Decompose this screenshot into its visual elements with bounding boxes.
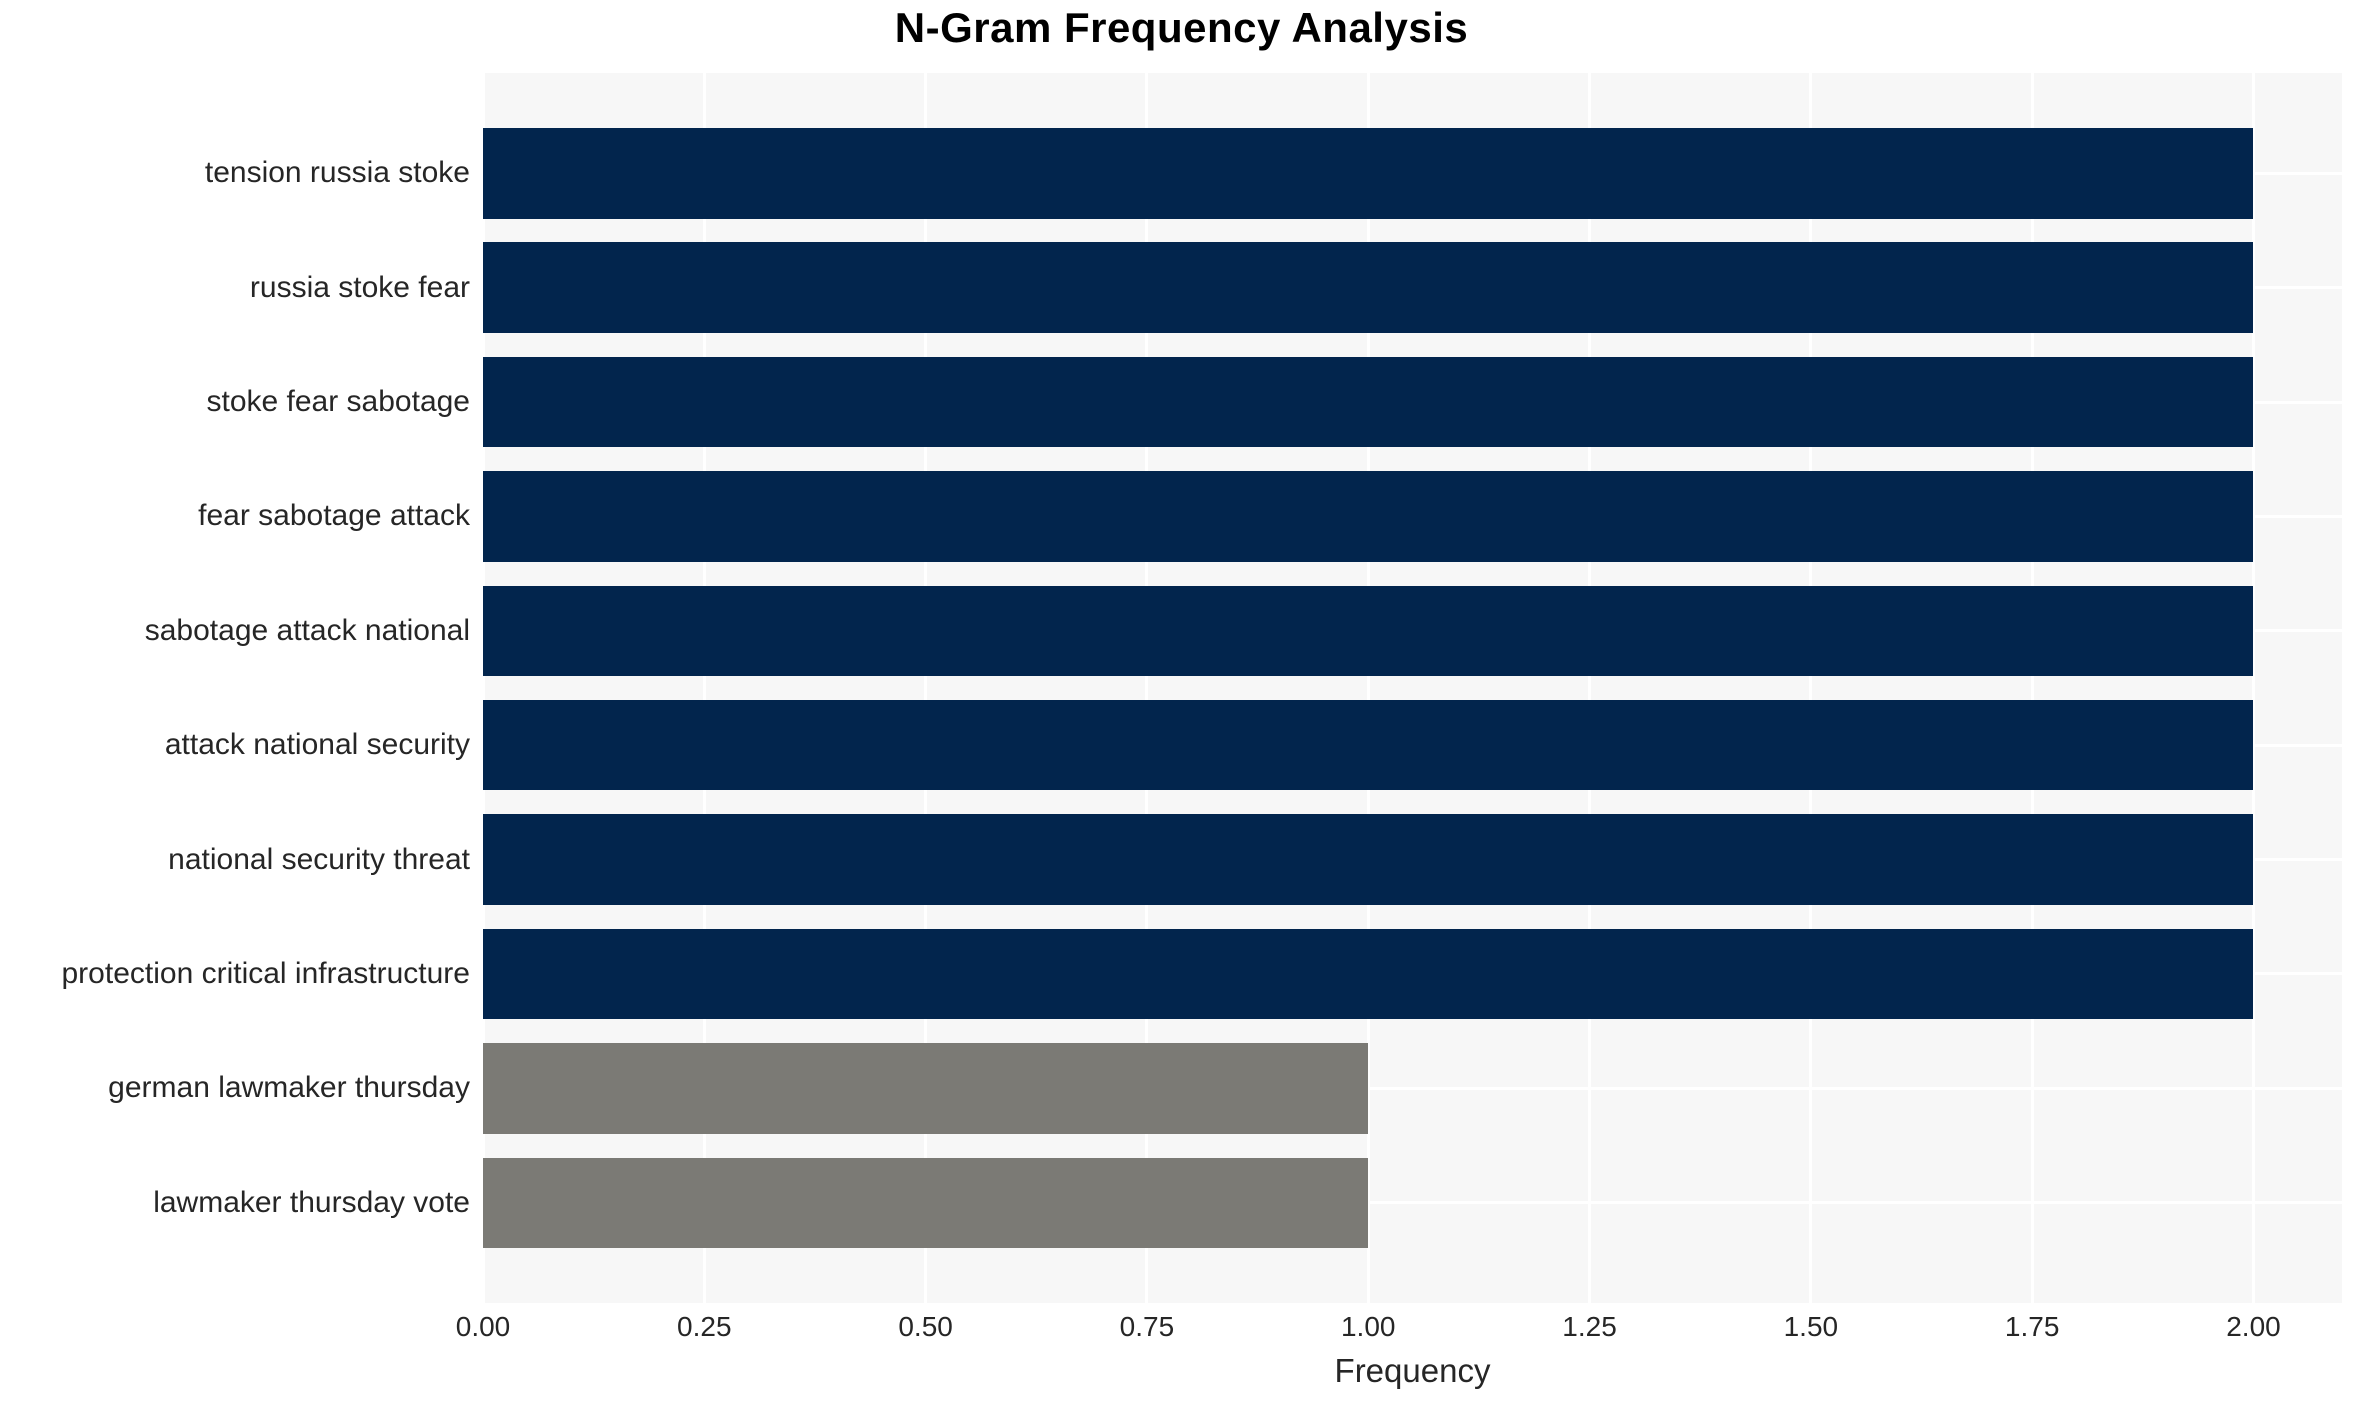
- x-tick-label: 1.00: [1340, 1311, 1396, 1342]
- vertical-gridline: [702, 73, 706, 1303]
- chart-title: N-Gram Frequency Analysis: [894, 4, 1469, 51]
- vertical-gridline: [1366, 73, 1370, 1303]
- vertical-gridline: [481, 73, 485, 1303]
- vertical-gridline: [2030, 73, 2034, 1303]
- x-tick-label: 0.50: [898, 1311, 953, 1342]
- category-label: lawmaker thursday vote: [153, 1185, 470, 1219]
- x-tick-label: 1.75: [2004, 1311, 2060, 1342]
- bar-attack-national-security: [483, 699, 2254, 791]
- bar-tension-russia-stoke: [483, 128, 2254, 219]
- vertical-gridline: [2251, 73, 2255, 1303]
- x-tick-label: 0.00: [455, 1311, 511, 1342]
- bar-lawmaker-thursday-vote: [483, 1157, 1369, 1248]
- horizontal-gridline: [483, 1201, 2342, 1205]
- plot-area: [481, 73, 2342, 1303]
- vertical-gridline: [1588, 73, 1592, 1303]
- x-axis-title: Frequency: [1334, 1352, 1491, 1389]
- bar-protection-critical-infrastructure: [483, 928, 2254, 1020]
- horizontal-gridline: [483, 1086, 2342, 1090]
- bar-national-security-threat: [483, 814, 2254, 905]
- bar-stoke-fear-sabotage: [483, 356, 2254, 448]
- bar-russia-stoke-fear: [483, 242, 2254, 333]
- category-label: fear sabotage attack: [198, 499, 470, 533]
- category-label: national security threat: [168, 842, 470, 876]
- vertical-gridline: [924, 73, 928, 1303]
- vertical-gridline: [1809, 73, 1813, 1303]
- x-tick-label: 1.50: [1783, 1311, 1839, 1342]
- x-axis-tick-labels: 0.00 0.25 0.50 0.75 1.00 1.25 1.50 1.75 2.00: [456, 1303, 2342, 1349]
- bar-sabotage-attack-national: [483, 585, 2254, 677]
- category-label: attack national security: [164, 728, 470, 762]
- x-tick-label: 0.75: [1119, 1311, 1175, 1342]
- category-label: tension russia stoke: [204, 156, 470, 190]
- category-label: russia stoke fear: [249, 270, 470, 304]
- category-label: sabotage attack national: [144, 613, 470, 647]
- category-label: german lawmaker thursday: [108, 1071, 470, 1105]
- x-tick-label: 1.25: [1562, 1311, 1617, 1342]
- vertical-gridline: [1145, 73, 1149, 1303]
- bar-fear-sabotage-attack: [483, 471, 2254, 562]
- x-tick-label: 2.00: [2226, 1311, 2281, 1342]
- bar-german-lawmaker-thursday: [483, 1043, 1369, 1134]
- category-label: protection critical infrastructure: [61, 956, 471, 990]
- x-tick-label: 0.25: [677, 1311, 732, 1342]
- category-label: stoke fear sabotage: [206, 385, 470, 419]
- y-axis-category-labels: tension russia stoke russia stoke fear sto…: [0, 73, 471, 1303]
